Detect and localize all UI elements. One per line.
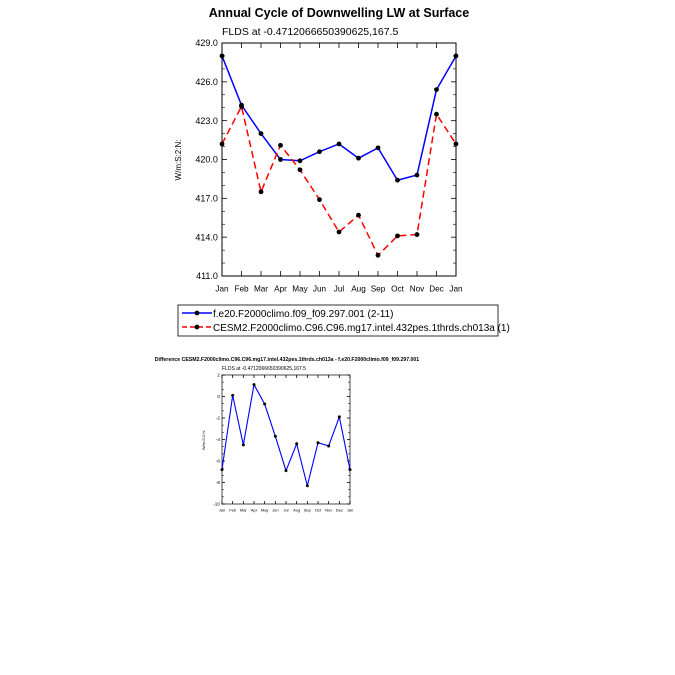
diff-x-tick-label: May — [261, 508, 269, 513]
diff-y-tick-label: -8 — [216, 480, 221, 485]
diff-x-tick-label: Jul — [283, 508, 288, 513]
x-tick-label: Aug — [351, 285, 366, 294]
series-1-point — [356, 155, 361, 161]
diff-series-1-point — [231, 393, 235, 397]
series-2-point — [375, 252, 381, 258]
diff-y-tick-label: -4 — [216, 437, 221, 442]
x-tick-label: Nov — [410, 285, 425, 294]
series-2-point — [356, 212, 361, 218]
diff-x-tick-label: Feb — [229, 508, 237, 513]
diff-x-tick-label: Apr — [251, 508, 258, 513]
x-tick-label: Jan — [449, 285, 463, 294]
series-2-point — [434, 111, 439, 117]
annual-cycle-chart: Annual Cycle of Downwelling LW at Surfac… — [174, 6, 510, 337]
chart-title: Annual Cycle of Downwelling LW at Surfac… — [209, 6, 469, 20]
diff-x-tick-label: Jan — [347, 508, 353, 513]
legend-marker-series-2 — [194, 324, 200, 330]
x-tick-label: Mar — [254, 285, 268, 294]
series-2-point — [239, 104, 244, 109]
series-1-point — [258, 131, 264, 137]
x-tick-label: Jul — [334, 285, 345, 294]
series-1-point — [336, 141, 342, 147]
y-tick-label: 426.0 — [195, 77, 218, 87]
diff-series-1-point — [220, 468, 224, 472]
diff-chart-title: Difference CESM2.F2000climo.C96.C96.mg17… — [155, 357, 420, 363]
diff-series-1-point — [252, 383, 256, 387]
x-tick-label: Sep — [371, 285, 386, 294]
series-2-point — [317, 197, 322, 203]
diff-series-1-point — [327, 444, 331, 448]
x-tick-label: May — [292, 285, 308, 294]
diff-x-tick-label: Nov — [325, 508, 332, 513]
y-tick-label: 429.0 — [195, 38, 218, 48]
legend-box — [177, 304, 499, 337]
diff-series-1-point — [305, 484, 309, 488]
diff-y-tick-label: -2 — [216, 416, 221, 421]
series-1-point — [434, 87, 439, 92]
y-tick-label: 417.0 — [195, 193, 218, 203]
y-tick-label: 420.0 — [195, 155, 218, 165]
legend-marker-series-1 — [194, 310, 200, 316]
legend-label-series-1: f.e20.F2000climo.f09_f09.297.001 (2-11) — [213, 309, 394, 320]
series-2-point — [453, 141, 459, 147]
y-axis-label: W/m:S:2:N: — [174, 140, 183, 181]
diff-y-tick-label: -10 — [213, 502, 220, 507]
diff-series-1-point — [241, 443, 245, 447]
series-line-1 — [221, 55, 457, 182]
series-1-point — [297, 158, 303, 164]
diff-series-1-point — [295, 442, 299, 446]
diff-y-tick-label: -6 — [216, 459, 221, 464]
chart-subtitle: FLDS at -0.4712066650390625,167.5 — [222, 26, 398, 38]
diff-x-tick-label: Dec — [336, 508, 343, 513]
x-tick-label: Feb — [234, 285, 249, 294]
y-tick-label: 423.0 — [195, 116, 218, 126]
series-1-point — [453, 53, 459, 59]
y-tick-label: 411.0 — [196, 271, 218, 281]
series-1-point — [317, 149, 322, 155]
diff-y-axis-label: W/m:S:2:N: — [201, 430, 206, 450]
x-tick-label: Dec — [429, 285, 444, 294]
series-2-point — [297, 167, 303, 173]
difference-chart: Difference CESM2.F2000climo.C96.C96.mg17… — [155, 357, 420, 513]
legend-label-series-2: CESM2.F2000climo.C96.C96.mg17.intel.432p… — [213, 323, 510, 334]
series-2-point — [278, 142, 283, 148]
diff-series-1-point — [273, 434, 277, 438]
x-tick-label: Oct — [391, 285, 404, 294]
series-2-point — [395, 233, 400, 239]
x-tick-label: Jan — [215, 285, 229, 294]
series-2-point — [219, 141, 225, 147]
diff-x-tick-label: Jun — [272, 508, 278, 513]
diff-chart-subtitle: FLDS at -0.4712066650390625,167.5 — [222, 366, 306, 372]
series-1-point — [395, 177, 400, 183]
series-1-point — [375, 145, 381, 151]
series-1-point — [414, 172, 420, 178]
x-tick-label: Jun — [313, 285, 327, 294]
series-1-point — [219, 53, 225, 59]
series-2-point — [336, 229, 342, 235]
diff-y-tick-label: 0 — [217, 394, 220, 399]
diff-series-1-point — [316, 441, 320, 445]
y-tick-label: 414.0 — [195, 232, 218, 242]
series-2-point — [414, 232, 420, 237]
diff-series-1-point — [337, 415, 341, 419]
diff-x-tick-label: Sep — [304, 508, 312, 513]
diff-x-tick-label: Aug — [293, 508, 300, 513]
diff-series-1-point — [348, 468, 352, 472]
diff-series-1-point — [263, 402, 267, 406]
series-2-point — [258, 189, 264, 195]
x-tick-label: Apr — [274, 285, 287, 294]
diff-y-tick-label: 2 — [217, 373, 220, 378]
diff-series-1-point — [284, 469, 288, 473]
diff-x-tick-label: Oct — [315, 508, 322, 513]
diff-x-tick-label: Jan — [219, 508, 225, 513]
series-1-point — [278, 157, 283, 162]
diff-x-tick-label: Mar — [240, 508, 248, 513]
